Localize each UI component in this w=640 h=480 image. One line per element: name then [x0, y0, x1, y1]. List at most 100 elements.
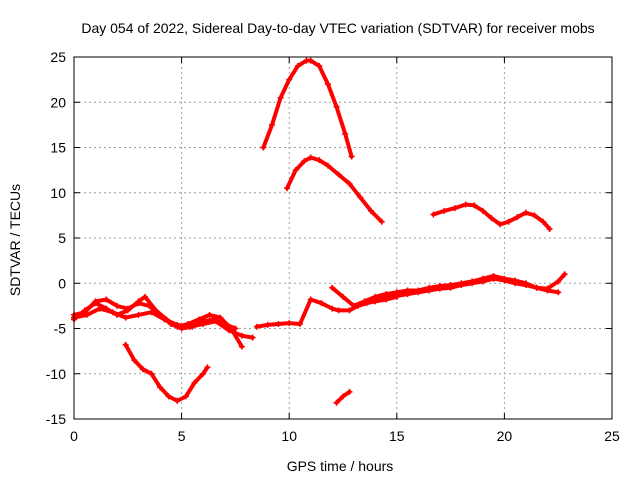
data-point: [277, 94, 284, 101]
series-arc-6: [372, 271, 568, 303]
data-point: [361, 298, 368, 305]
data-point: [174, 397, 181, 404]
data-point: [238, 332, 245, 339]
x-tick-label: 25: [604, 428, 620, 444]
data-point: [83, 311, 90, 318]
x-axis-label: GPS time / hours: [287, 458, 394, 474]
data-point: [124, 307, 131, 314]
data-point: [471, 202, 478, 209]
data-point: [430, 211, 437, 218]
chart-title: Day 054 of 2022, Sidereal Day-to-day VTE…: [81, 20, 594, 36]
y-tick-label: 15: [50, 140, 66, 156]
data-point: [204, 364, 211, 371]
data-point: [329, 305, 336, 312]
series-arc-7: [122, 341, 211, 404]
data-point: [372, 296, 379, 303]
data-point: [522, 282, 529, 289]
data-point: [161, 316, 168, 323]
data-point: [555, 278, 562, 285]
data-point: [346, 180, 353, 187]
data-point: [501, 277, 508, 284]
data-point: [324, 81, 331, 88]
data-point: [264, 321, 271, 328]
data-point: [512, 280, 519, 287]
data-point: [333, 399, 340, 406]
data-point: [200, 320, 207, 327]
data-point: [346, 388, 353, 395]
data-point: [488, 215, 495, 222]
y-tick-label: -15: [46, 411, 66, 427]
series-arc-10: [284, 154, 385, 225]
data-point: [441, 207, 448, 214]
data-point: [187, 323, 194, 330]
data-point: [335, 307, 342, 314]
data-point: [142, 293, 149, 300]
data-point: [479, 278, 486, 285]
data-point: [182, 393, 189, 400]
data-point: [284, 185, 291, 192]
x-tick-label: 0: [70, 428, 78, 444]
data-point: [350, 302, 357, 309]
data-point: [103, 296, 110, 303]
axis-ticks: 0 5 10 15 20 25 -15 -10 -5 0 5 10 15 20 25: [46, 49, 620, 444]
data-point: [329, 284, 336, 291]
data-point: [81, 307, 88, 314]
data-point: [96, 305, 103, 312]
data-point: [296, 320, 303, 327]
data-point: [307, 154, 314, 161]
data-point: [225, 327, 232, 334]
y-tick-label: 5: [58, 230, 66, 246]
data-point: [165, 393, 172, 400]
data-point: [340, 293, 346, 300]
data-point: [316, 63, 323, 70]
y-tick-label: 25: [50, 49, 66, 65]
series-band: [330, 274, 561, 308]
data-point: [335, 171, 342, 178]
data-point: [404, 291, 411, 298]
data-point: [157, 384, 164, 391]
data-point: [436, 285, 443, 292]
x-tick-label: 10: [281, 428, 297, 444]
data-point: [122, 341, 129, 348]
data-point: [426, 287, 433, 294]
data-point: [533, 284, 540, 291]
data-point: [522, 209, 529, 216]
data-point: [294, 63, 301, 70]
data-point: [357, 194, 364, 201]
data-point: [217, 314, 224, 321]
data-point: [286, 76, 293, 83]
data-point: [383, 294, 390, 301]
data-point: [393, 292, 400, 299]
y-tick-label: -5: [54, 321, 67, 337]
data-point: [307, 57, 314, 64]
data-point: [318, 300, 325, 307]
y-tick-label: 20: [50, 94, 66, 110]
data-point: [238, 343, 245, 350]
series-arc-11: [430, 201, 553, 232]
data-point: [135, 298, 142, 305]
data-point: [479, 207, 486, 214]
data-point: [415, 289, 422, 296]
data-point: [174, 321, 181, 328]
data-point: [275, 320, 282, 327]
data-point: [451, 205, 458, 212]
data-point: [249, 334, 256, 341]
data-point: [469, 280, 476, 287]
data-point: [195, 316, 202, 323]
data-point: [531, 212, 538, 219]
data-point: [131, 357, 138, 364]
data-point: [497, 221, 504, 228]
data-point: [135, 311, 142, 318]
x-tick-label: 20: [497, 428, 513, 444]
data-point: [307, 296, 314, 303]
data-point: [316, 157, 323, 164]
data-point: [544, 285, 551, 292]
data-point: [191, 379, 198, 386]
data-point: [260, 144, 267, 151]
data-point: [213, 318, 220, 325]
data-point: [114, 302, 121, 309]
data-point: [286, 320, 293, 327]
data-point: [268, 121, 275, 128]
